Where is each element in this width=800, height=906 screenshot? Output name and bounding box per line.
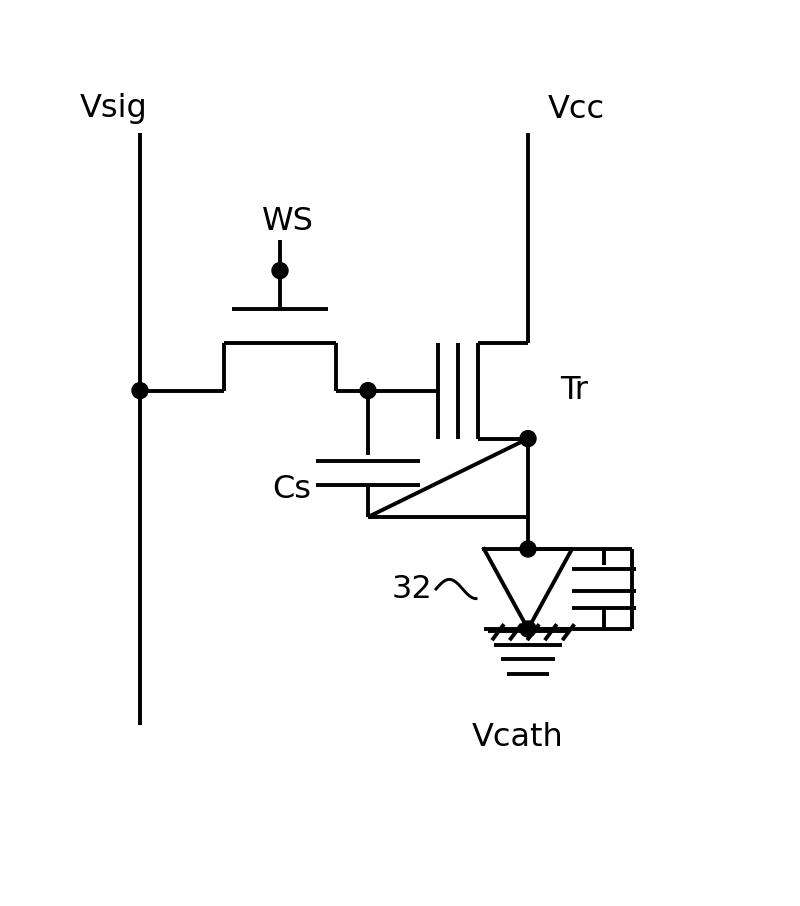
Circle shape	[132, 382, 148, 399]
Text: Vsig: Vsig	[80, 93, 148, 124]
Text: Vcath: Vcath	[472, 721, 564, 753]
Circle shape	[272, 263, 288, 279]
Text: WS: WS	[262, 206, 314, 236]
Text: Cs: Cs	[272, 474, 311, 505]
Text: 32: 32	[392, 573, 433, 604]
Circle shape	[520, 541, 536, 557]
Text: Vcc: Vcc	[548, 93, 605, 124]
Circle shape	[520, 430, 536, 447]
Circle shape	[520, 621, 536, 637]
Text: Tr: Tr	[560, 375, 588, 406]
Circle shape	[360, 382, 376, 399]
